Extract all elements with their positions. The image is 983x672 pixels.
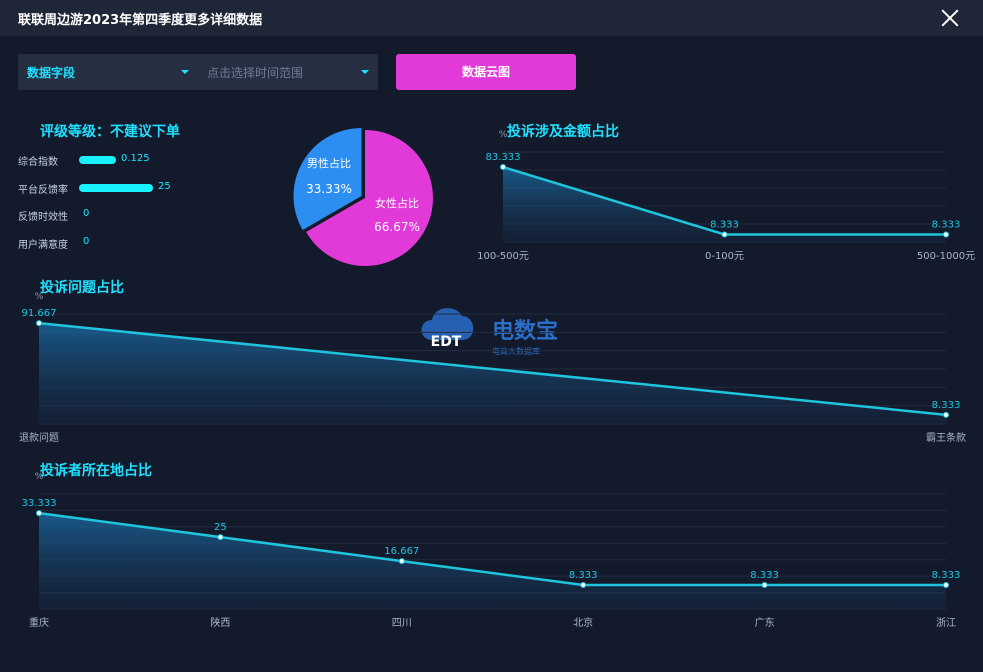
x-tick-label: 退款问题 <box>19 431 59 444</box>
rating-row: 反馈时效性 0 <box>18 207 248 223</box>
data-label: 91.667 <box>22 308 57 319</box>
watermark-logo-text: EDT <box>431 334 462 350</box>
x-tick-label: 四川 <box>392 618 412 629</box>
rating-label: 平台反馈率 <box>18 185 68 196</box>
rating-label: 用户满意度 <box>18 240 68 251</box>
amount-line-chart: 83.333 8.333 8.333 100-500元 0-100元 500-1000元% <box>477 130 975 262</box>
rating-title: 评级等级：不建议下单 <box>40 124 180 140</box>
pie-slice-female[interactable] <box>306 130 433 266</box>
data-label: 8.333 <box>710 220 739 231</box>
rating-label: 综合指数 <box>18 157 58 168</box>
rating-row: 综合指数 0.125 <box>18 152 248 168</box>
title-bar: 联联周边游2023年第四季度更多详细数据 <box>0 0 983 36</box>
gender-pie-chart: 男性占比 33.33% 女性占比 66.67% <box>293 127 433 266</box>
data-point <box>943 231 949 238</box>
rating-value: 0 <box>83 236 90 247</box>
time-range-select[interactable]: 点击选择时间范围 <box>198 54 378 90</box>
time-range-placeholder: 点击选择时间范围 <box>207 66 304 80</box>
chevron-down-icon <box>181 70 189 74</box>
data-label: 8.333 <box>932 400 961 411</box>
problem-chart-title: 投诉问题占比 <box>40 280 124 296</box>
data-point <box>398 558 405 565</box>
data-label: 83.333 <box>486 152 521 163</box>
male-share-label: 男性占比 <box>307 156 351 170</box>
data-point <box>721 231 728 238</box>
window-title: 联联周边游2023年第四季度更多详细数据 <box>18 13 263 28</box>
chevron-down-icon <box>361 70 369 74</box>
series-line <box>38 321 947 417</box>
data-point <box>500 164 506 171</box>
data-point <box>943 582 949 589</box>
rating-row: 平台反馈率 25 <box>18 180 258 196</box>
x-tick-label: 陕西 <box>210 616 230 629</box>
x-tick-label: 北京 <box>573 616 593 629</box>
y-axis-unit-label: % <box>35 472 44 482</box>
x-tick-label: 100-500元 <box>477 251 529 262</box>
data-point <box>36 510 42 517</box>
y-axis-unit-label: % <box>35 292 44 302</box>
series-line <box>38 511 946 587</box>
region-chart-title: 投诉者所在地占比 <box>40 463 152 479</box>
data-point <box>943 411 949 418</box>
data-label: 25 <box>214 522 227 533</box>
data-point <box>36 320 42 327</box>
region-line-chart: 33.333 25 16.667 8.333 8.333 8.333 重庆 陕西 四川 北京 广东 浙… <box>22 472 961 629</box>
x-tick-label: 500-1000元 <box>917 251 975 262</box>
rating-bar <box>79 156 116 164</box>
data-label: 8.333 <box>932 570 961 581</box>
x-tick-label: 霸王条款 <box>926 431 966 444</box>
x-tick-label: 浙江 <box>936 617 956 629</box>
series-area <box>39 513 946 609</box>
series-area <box>503 167 946 242</box>
female-share-label: 女性占比 <box>375 196 419 210</box>
data-label: 8.333 <box>932 220 961 231</box>
rating-bar <box>79 184 153 192</box>
rating-value: 0 <box>83 208 90 219</box>
female-share-value: 66.67% <box>374 220 420 234</box>
field-select-value: 数据字段 <box>27 66 76 80</box>
rating-label: 反馈时效性 <box>18 212 68 223</box>
y-axis-unit-label: % <box>499 130 508 140</box>
x-tick-label: 0-100元 <box>705 251 744 262</box>
rating-row: 用户满意度 0 <box>18 235 248 251</box>
data-label: 33.333 <box>22 498 57 509</box>
x-tick-label: 广东 <box>755 616 775 629</box>
data-point <box>761 582 768 589</box>
pie-slice-male[interactable] <box>293 127 362 230</box>
close-icon[interactable] <box>938 6 962 30</box>
data-cloud-button[interactable]: 数据云图 <box>396 54 576 90</box>
data-label: 8.333 <box>750 570 779 581</box>
data-point <box>580 582 587 589</box>
rating-value: 25 <box>158 181 171 192</box>
series-area <box>39 323 946 424</box>
field-select[interactable]: 数据字段 <box>18 54 198 90</box>
x-tick-label: 重庆 <box>29 616 49 629</box>
watermark-main-text: 电数宝 <box>492 318 558 344</box>
data-label: 8.333 <box>569 570 598 581</box>
male-share-value: 33.33% <box>306 182 352 196</box>
amount-chart-title: 投诉涉及金额占比 <box>507 124 619 140</box>
rating-value: 0.125 <box>121 153 150 164</box>
data-label: 16.667 <box>384 546 419 557</box>
data-point <box>217 534 224 541</box>
